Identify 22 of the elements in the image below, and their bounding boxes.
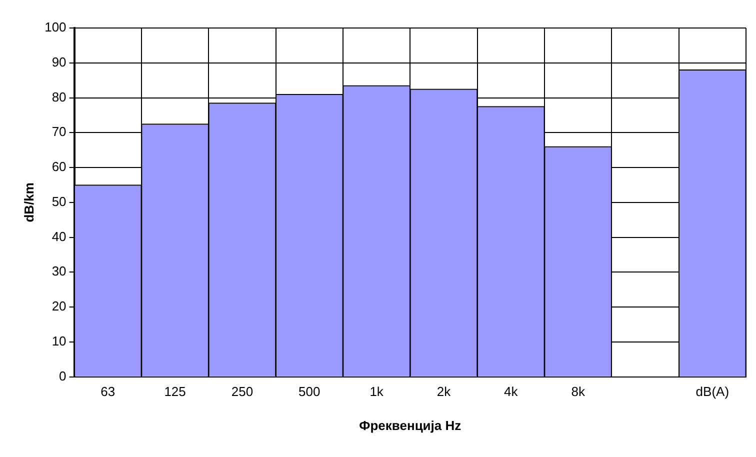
y-tick-label: 90: [52, 54, 66, 70]
y-tick-label: 80: [52, 89, 66, 104]
y-tick-label: 100: [44, 20, 66, 35]
y-tick-label: 30: [52, 264, 66, 279]
y-axis-title: dB/km: [21, 182, 36, 222]
x-tick-label: 8k: [571, 384, 586, 400]
x-tick-label: 250: [231, 384, 254, 400]
y-tick-label: 50: [52, 194, 66, 209]
x-tick-label: 63: [100, 384, 116, 400]
y-tick-label: 0: [59, 368, 66, 384]
x-axis-title: Фреквенција Hz: [359, 418, 462, 433]
y-tick-label: 10: [52, 334, 66, 348]
y-tick-label: 60: [52, 159, 66, 174]
x-tick-label: dB(A): [696, 384, 730, 400]
y-tick-label: 20: [52, 298, 66, 314]
x-tick-label: 2k: [436, 384, 452, 400]
y-tick-label: 70: [52, 124, 66, 140]
x-tick-label: 500: [298, 384, 320, 400]
x-tick-label: 1k: [370, 384, 384, 400]
x-tick-label: 4k: [504, 384, 518, 400]
y-tick-label: 40: [52, 228, 66, 244]
x-tick-label: 125: [164, 384, 186, 400]
